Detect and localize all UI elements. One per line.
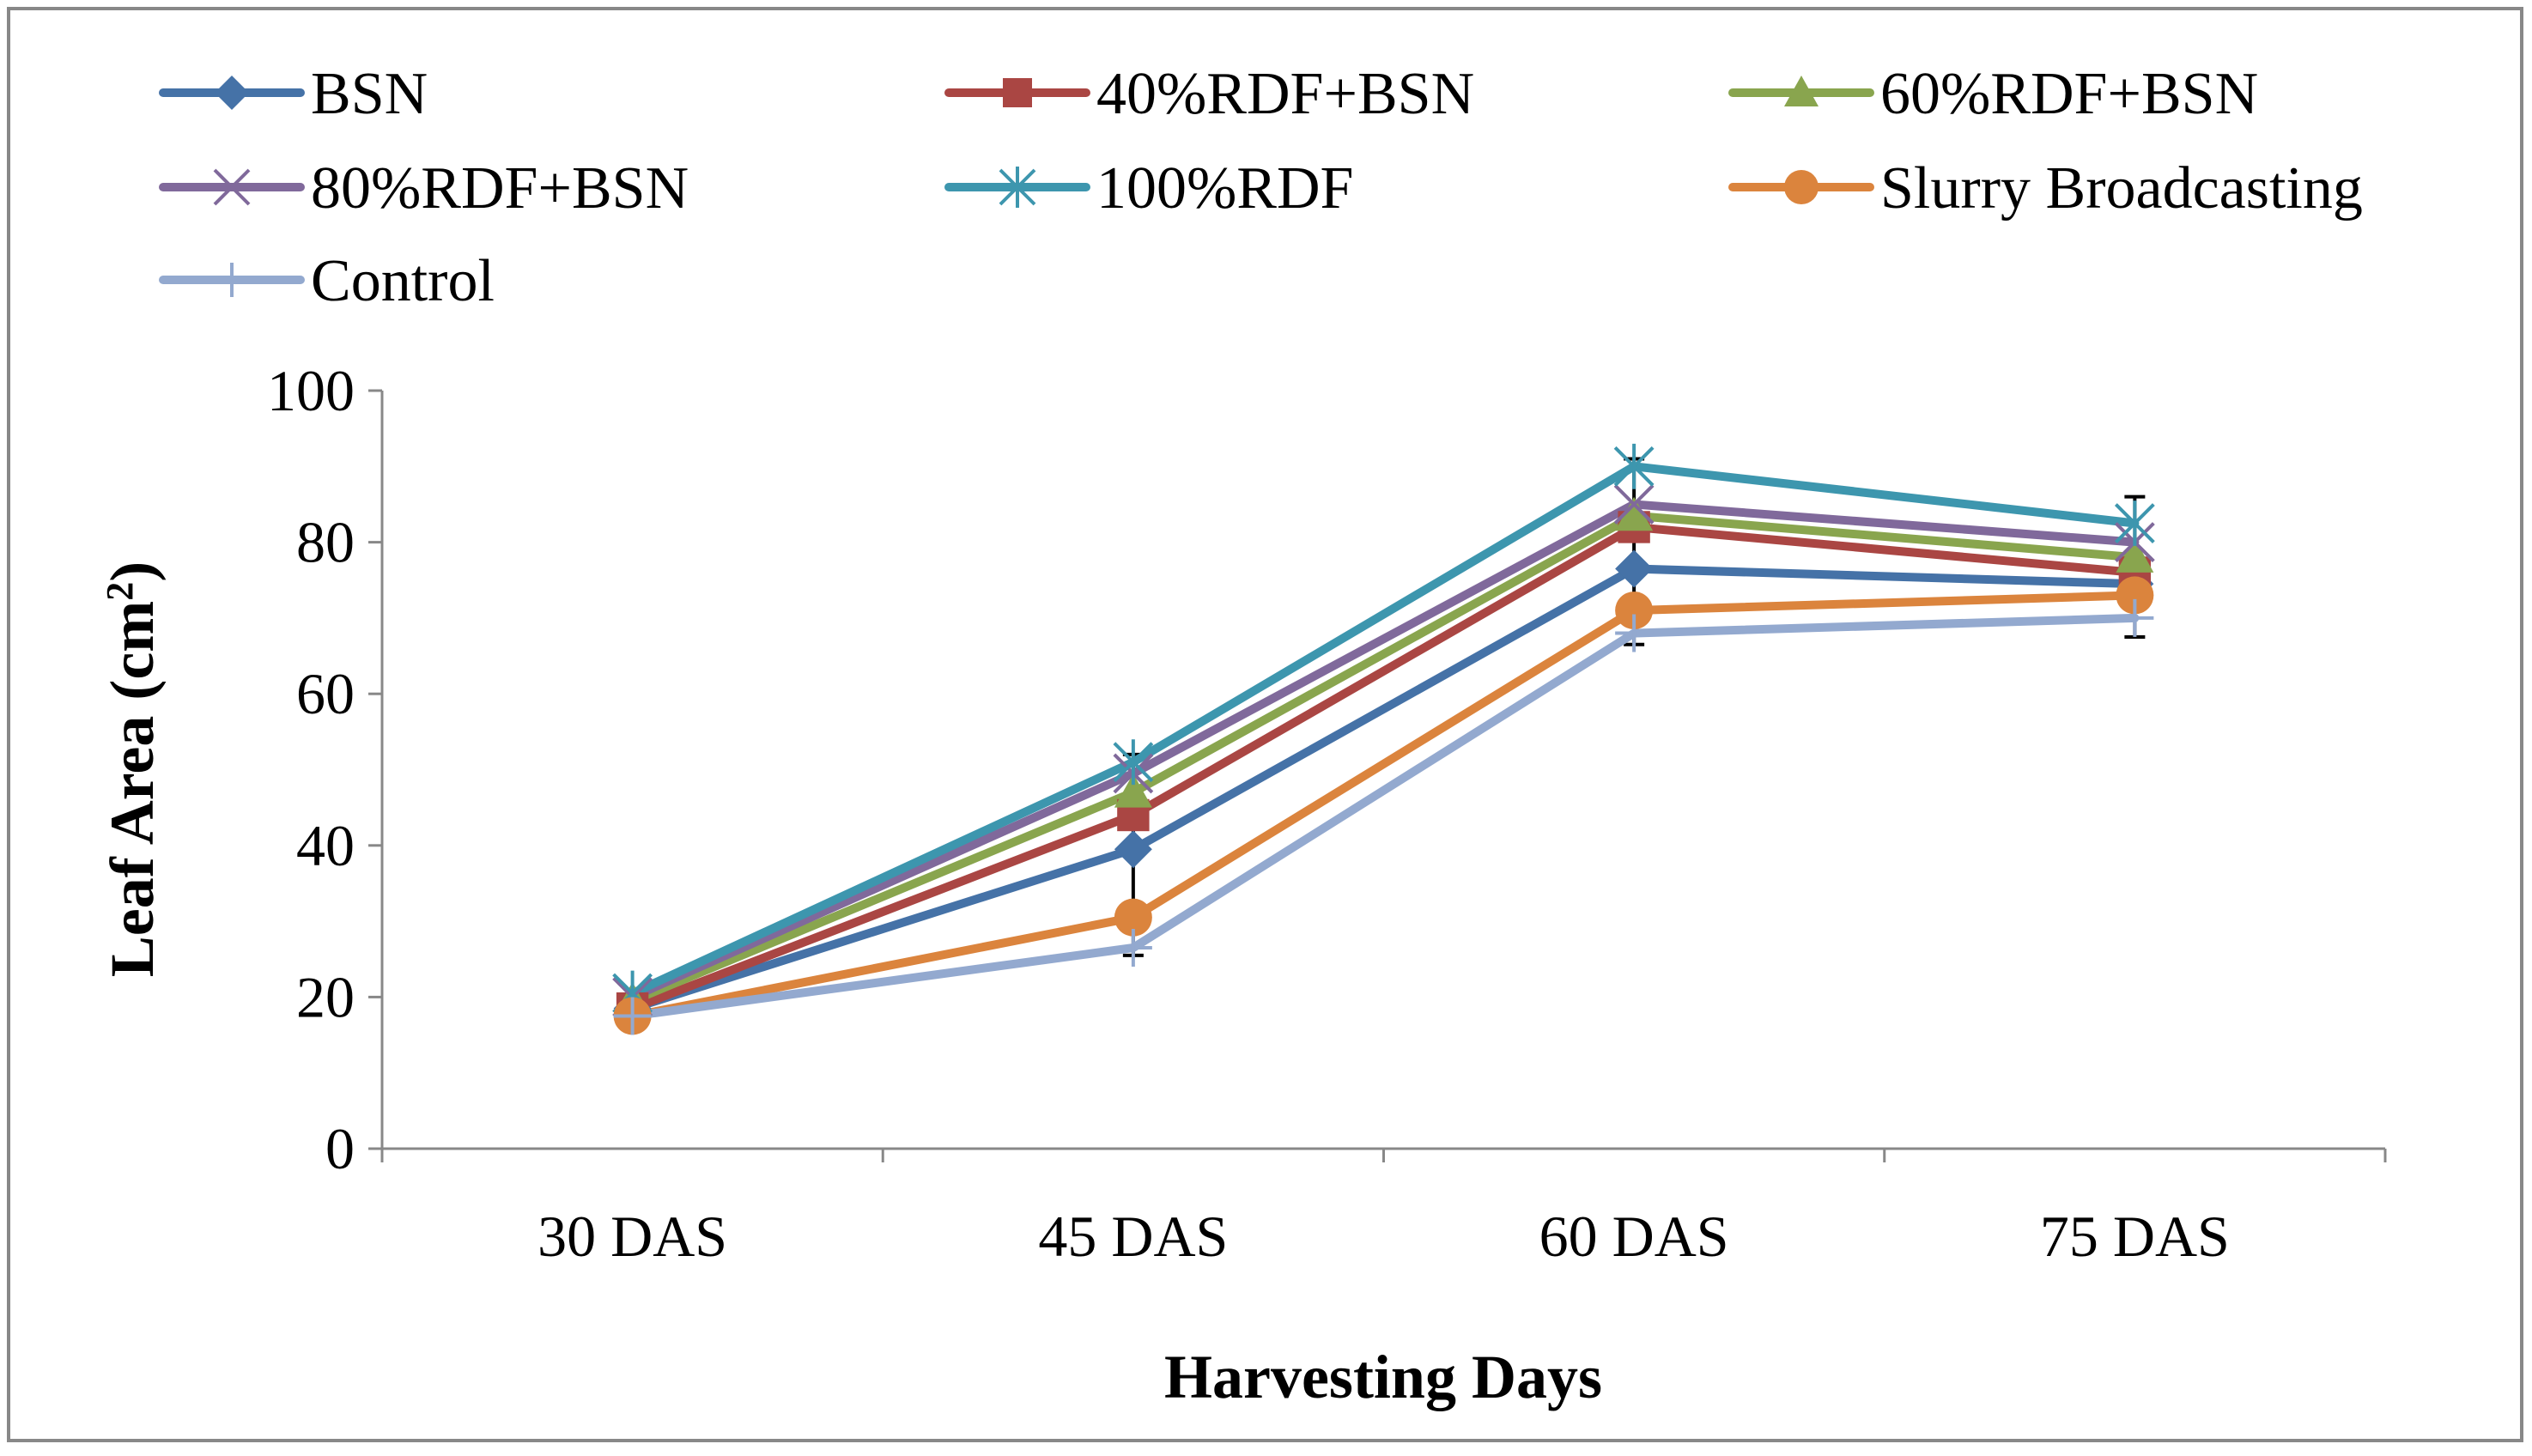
legend-marker-6-shape [1784,170,1819,204]
legend-label-3: 60%RDF+BSN [1880,61,2258,127]
x-tick-label-1: 30 DAS [537,1204,727,1269]
legend-label-7: Control [311,248,495,314]
legend-marker-3-shape [1784,76,1819,106]
legend-item-2: 40%RDF+BSN [944,61,1474,127]
series-6-point-2 [1114,898,1152,937]
series-line-4 [628,500,2140,1002]
legend-marker-5 [999,167,1036,208]
series-6-point-4-shape [2116,576,2154,615]
y-tick-label-20: 20 [296,964,355,1029]
legend: BSN 40%RDF+BSN 60%RDF+BSN 80%RDF+BSN 100%RDF… [159,61,2363,314]
series-1-point-2-shape [1114,830,1152,869]
y-axis-title-close: ) [98,561,167,582]
legend-item-1: BSN [159,61,428,127]
series-6-point-2-shape [1114,898,1152,937]
legend-item-4: 80%RDF+BSN [159,155,689,221]
x-ticks: 30 DAS 45 DAS 60 DAS 75 DAS [380,1149,2387,1269]
series-3-point-4-shape [2116,538,2154,573]
series-3-point-2 [1114,773,1152,808]
y-axis-title: Leaf Area (cm2) [98,561,167,978]
series-6-point-3-shape [1615,592,1654,630]
series-line-1 [628,564,2140,1013]
legend-label-2: 40%RDF+BSN [1096,61,1474,127]
legend-item-6: Slurry Broadcasting [1728,155,2363,221]
series-1-point-3 [1615,549,1654,588]
series-line-7 [628,613,2140,1021]
series-5-point-4 [2114,500,2155,546]
legend-label-6: Slurry Broadcasting [1880,155,2363,221]
series-line-5 [628,462,2140,998]
y-axis-title-main: Leaf Area (cm [98,601,167,978]
x-axis-title: Harvesting Days [1164,1343,1602,1411]
x-tick-label-3: 60 DAS [1539,1204,1729,1269]
series-5-point-3 [1613,443,1655,489]
series-3-point-4 [2116,538,2154,573]
legend-item-7: Control [159,248,495,314]
legend-marker-2-shape [1003,78,1032,107]
series-6-point-3 [1615,592,1654,630]
series-3-point-2-shape [1114,773,1152,808]
series-markers [612,443,2155,1035]
series-3-point-3 [1615,496,1654,531]
y-tick-label-100: 100 [267,358,355,423]
series-line-2 [628,522,2140,1013]
y-tick-label-80: 80 [296,510,355,575]
legend-marker-1-shape [215,76,249,110]
x-tick-label-2: 45 DAS [1038,1204,1228,1269]
legend-marker-4-stroke-b [213,168,251,206]
axes: 0 20 40 60 80 100 30 DAS 45 DAS 60 DAS 75 DAS [267,358,2387,1269]
legend-label-1: BSN [311,61,428,127]
legend-label-4: 80%RDF+BSN [311,155,689,221]
series-5-point-2 [1113,739,1154,786]
series-line-3 [628,511,2140,1005]
x-tick-label-4: 75 DAS [2040,1204,2230,1269]
legend-item-5: 100%RDF [944,155,1353,221]
series-1-point-2 [1114,830,1152,869]
series-7-point-3 [1615,614,1654,652]
series-lines [628,462,2140,1021]
series-6-point-4 [2116,576,2154,615]
legend-marker-7 [215,263,249,297]
y-tick-label-60: 60 [296,661,355,726]
series-4-point-3-stroke-b [1613,484,1655,525]
legend-marker-2 [1003,78,1032,107]
series-line-6 [628,591,2140,1021]
legend-marker-6 [1784,170,1819,204]
y-axis-title-sup: 2 [99,582,141,601]
legend-label-5: 100%RDF [1096,155,1353,221]
series-3-point-3-shape [1615,496,1654,531]
series-7-point-4 [2116,598,2154,637]
series-1-point-3-shape [1615,549,1654,588]
legend-marker-4 [213,168,251,206]
series-7-point-1 [613,997,652,1035]
legend-marker-3 [1784,76,1819,106]
series-4-point-3 [1613,484,1655,525]
chart-frame [7,7,2523,1442]
series-7-point-2 [1114,929,1152,968]
y-tick-label-40: 40 [296,813,355,878]
y-tick-label-0: 0 [325,1116,355,1181]
legend-item-3: 60%RDF+BSN [1728,61,2258,127]
y-ticks: 0 20 40 60 80 100 [267,358,382,1181]
legend-marker-1 [215,76,249,110]
